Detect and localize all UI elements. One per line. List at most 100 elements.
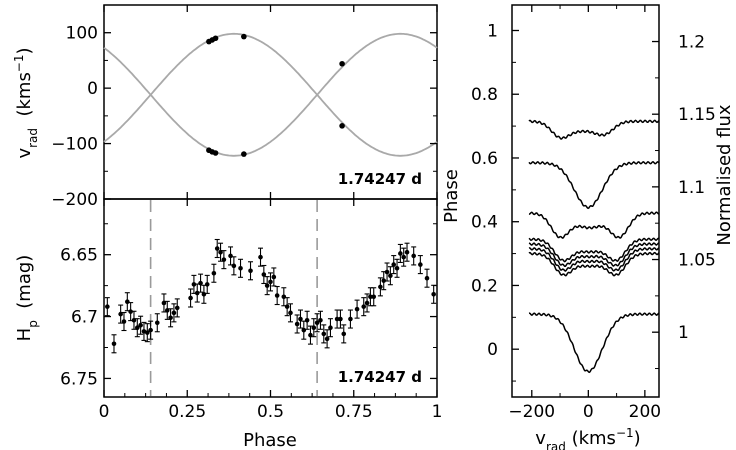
lc-point xyxy=(354,306,360,312)
lc-point xyxy=(388,273,393,279)
lc-point xyxy=(288,310,293,316)
lc-point xyxy=(418,262,423,267)
lc-point xyxy=(168,315,173,321)
lc-point xyxy=(204,282,210,287)
lc-point xyxy=(338,316,343,322)
lp-x-tick-label: −200 xyxy=(508,402,555,422)
lc-point xyxy=(121,319,127,324)
lc-point xyxy=(398,251,403,256)
lp-right-axis-label: Normalised flux xyxy=(714,104,735,245)
rv-y-tick-label: 100 xyxy=(66,24,98,44)
lp-left-tick-label: 1 xyxy=(487,21,498,41)
lc-point xyxy=(368,294,373,300)
rv-y-tick-label: −200 xyxy=(51,190,98,210)
lp-left-tick-label: 0 xyxy=(487,340,498,360)
lc-x-tick-label: 1 xyxy=(432,402,443,422)
lc-point xyxy=(198,280,203,286)
lc-point xyxy=(371,294,377,300)
lc-point xyxy=(261,272,267,277)
lp-frame xyxy=(511,4,660,398)
lp-right-tick-label: 1.2 xyxy=(678,33,705,53)
lp-right-tick-label: 1.05 xyxy=(678,251,716,271)
lp-left-tick-label: 0.4 xyxy=(471,213,498,233)
lc-point xyxy=(324,336,330,342)
lp-profile xyxy=(528,242,660,267)
lc-point xyxy=(144,330,150,335)
lc-point xyxy=(221,257,227,262)
rv-point-primary xyxy=(339,60,345,67)
lp-axis-ticks: 1 0.8 0.6 0.4 0.2 0 1.2 1.15 1.1 1.05 1 −200 0 200 xyxy=(471,5,716,422)
lc-y-tick-label: 6.65 xyxy=(60,246,98,266)
lc-point xyxy=(411,253,416,259)
lc-point xyxy=(191,282,197,287)
rv-point-secondary xyxy=(339,123,345,129)
lc-point xyxy=(268,279,273,285)
lc-point xyxy=(211,270,217,276)
lc-point xyxy=(274,293,280,298)
rv-point-primary xyxy=(212,35,219,42)
lp-profile xyxy=(528,237,660,263)
lc-point xyxy=(381,278,387,283)
lc-point xyxy=(364,300,370,306)
lc-point xyxy=(258,254,263,260)
lp-profile xyxy=(528,119,660,140)
lc-x-tick-label: 0.25 xyxy=(168,402,206,422)
lc-point xyxy=(348,316,353,322)
lc-point xyxy=(135,325,140,331)
lc-point xyxy=(298,316,303,322)
rv-y-tick-label: −100 xyxy=(51,135,98,155)
lc-point xyxy=(384,269,390,275)
rv-y-axis-label: vrad (kms−1) xyxy=(12,47,40,158)
lp-profile xyxy=(528,251,660,277)
lc-point xyxy=(301,327,307,333)
lc-y-axis-label: Hp (mag) xyxy=(14,255,40,342)
lc-eclipse-markers xyxy=(149,200,318,396)
lc-point xyxy=(105,304,110,309)
rv-point-secondary xyxy=(241,151,247,157)
lc-x-tick-label: 0 xyxy=(99,402,110,422)
lc-point xyxy=(188,295,193,301)
lc-data-points xyxy=(104,238,437,354)
lc-y-tick-label: 6.7 xyxy=(71,308,98,328)
radial-velocity-panel: 100 0 −100 −200 1.74247 d vrad (kms−1) xyxy=(12,4,438,210)
lc-point xyxy=(111,341,117,347)
lp-right-tick-label: 1.15 xyxy=(678,105,716,125)
lp-profile xyxy=(528,211,660,239)
lc-point xyxy=(304,317,310,323)
lc-point xyxy=(321,331,327,337)
lc-point xyxy=(125,299,130,305)
lc-point xyxy=(314,320,320,326)
lc-point xyxy=(318,317,323,323)
light-curve-panel: 6.65 6.7 6.750 0.25 0.5 0.75 1 1.74247 d Phase… xyxy=(14,198,443,450)
lp-x-tick-label: 0 xyxy=(583,402,594,422)
lc-point xyxy=(431,291,436,297)
lp-left-tick-label: 0.6 xyxy=(471,149,498,169)
lc-point xyxy=(174,305,180,311)
lc-point xyxy=(378,284,383,290)
lp-profile xyxy=(528,160,660,210)
rv-curve-secondary xyxy=(103,32,438,157)
lc-point xyxy=(138,322,143,328)
lc-x-tick-label: 0.75 xyxy=(335,402,373,422)
lc-point xyxy=(128,309,133,314)
line-profile-panel: 1 0.8 0.6 0.4 0.2 0 1.2 1.15 1.1 1.05 1 −200 0 200 Ph… xyxy=(441,4,735,450)
lc-y-tick-label: 6.75 xyxy=(60,369,98,389)
lc-point xyxy=(311,325,317,331)
lc-point xyxy=(194,290,200,296)
lc-point xyxy=(361,304,367,309)
rv-point-secondary xyxy=(212,150,219,156)
lp-left-tick-label: 0.2 xyxy=(471,276,498,296)
lc-x-axis-label: Phase xyxy=(243,430,297,450)
lc-point xyxy=(271,274,277,280)
lc-point xyxy=(264,283,270,288)
lc-point xyxy=(231,263,237,269)
lc-point xyxy=(394,266,400,271)
lc-point xyxy=(328,325,333,331)
lc-point xyxy=(248,268,253,274)
lc-period-label: 1.74247 d xyxy=(338,368,422,386)
lc-point xyxy=(404,249,410,255)
lp-left-axis-label: Phase xyxy=(441,169,462,223)
lc-point xyxy=(154,320,160,326)
lc-point xyxy=(294,321,300,327)
